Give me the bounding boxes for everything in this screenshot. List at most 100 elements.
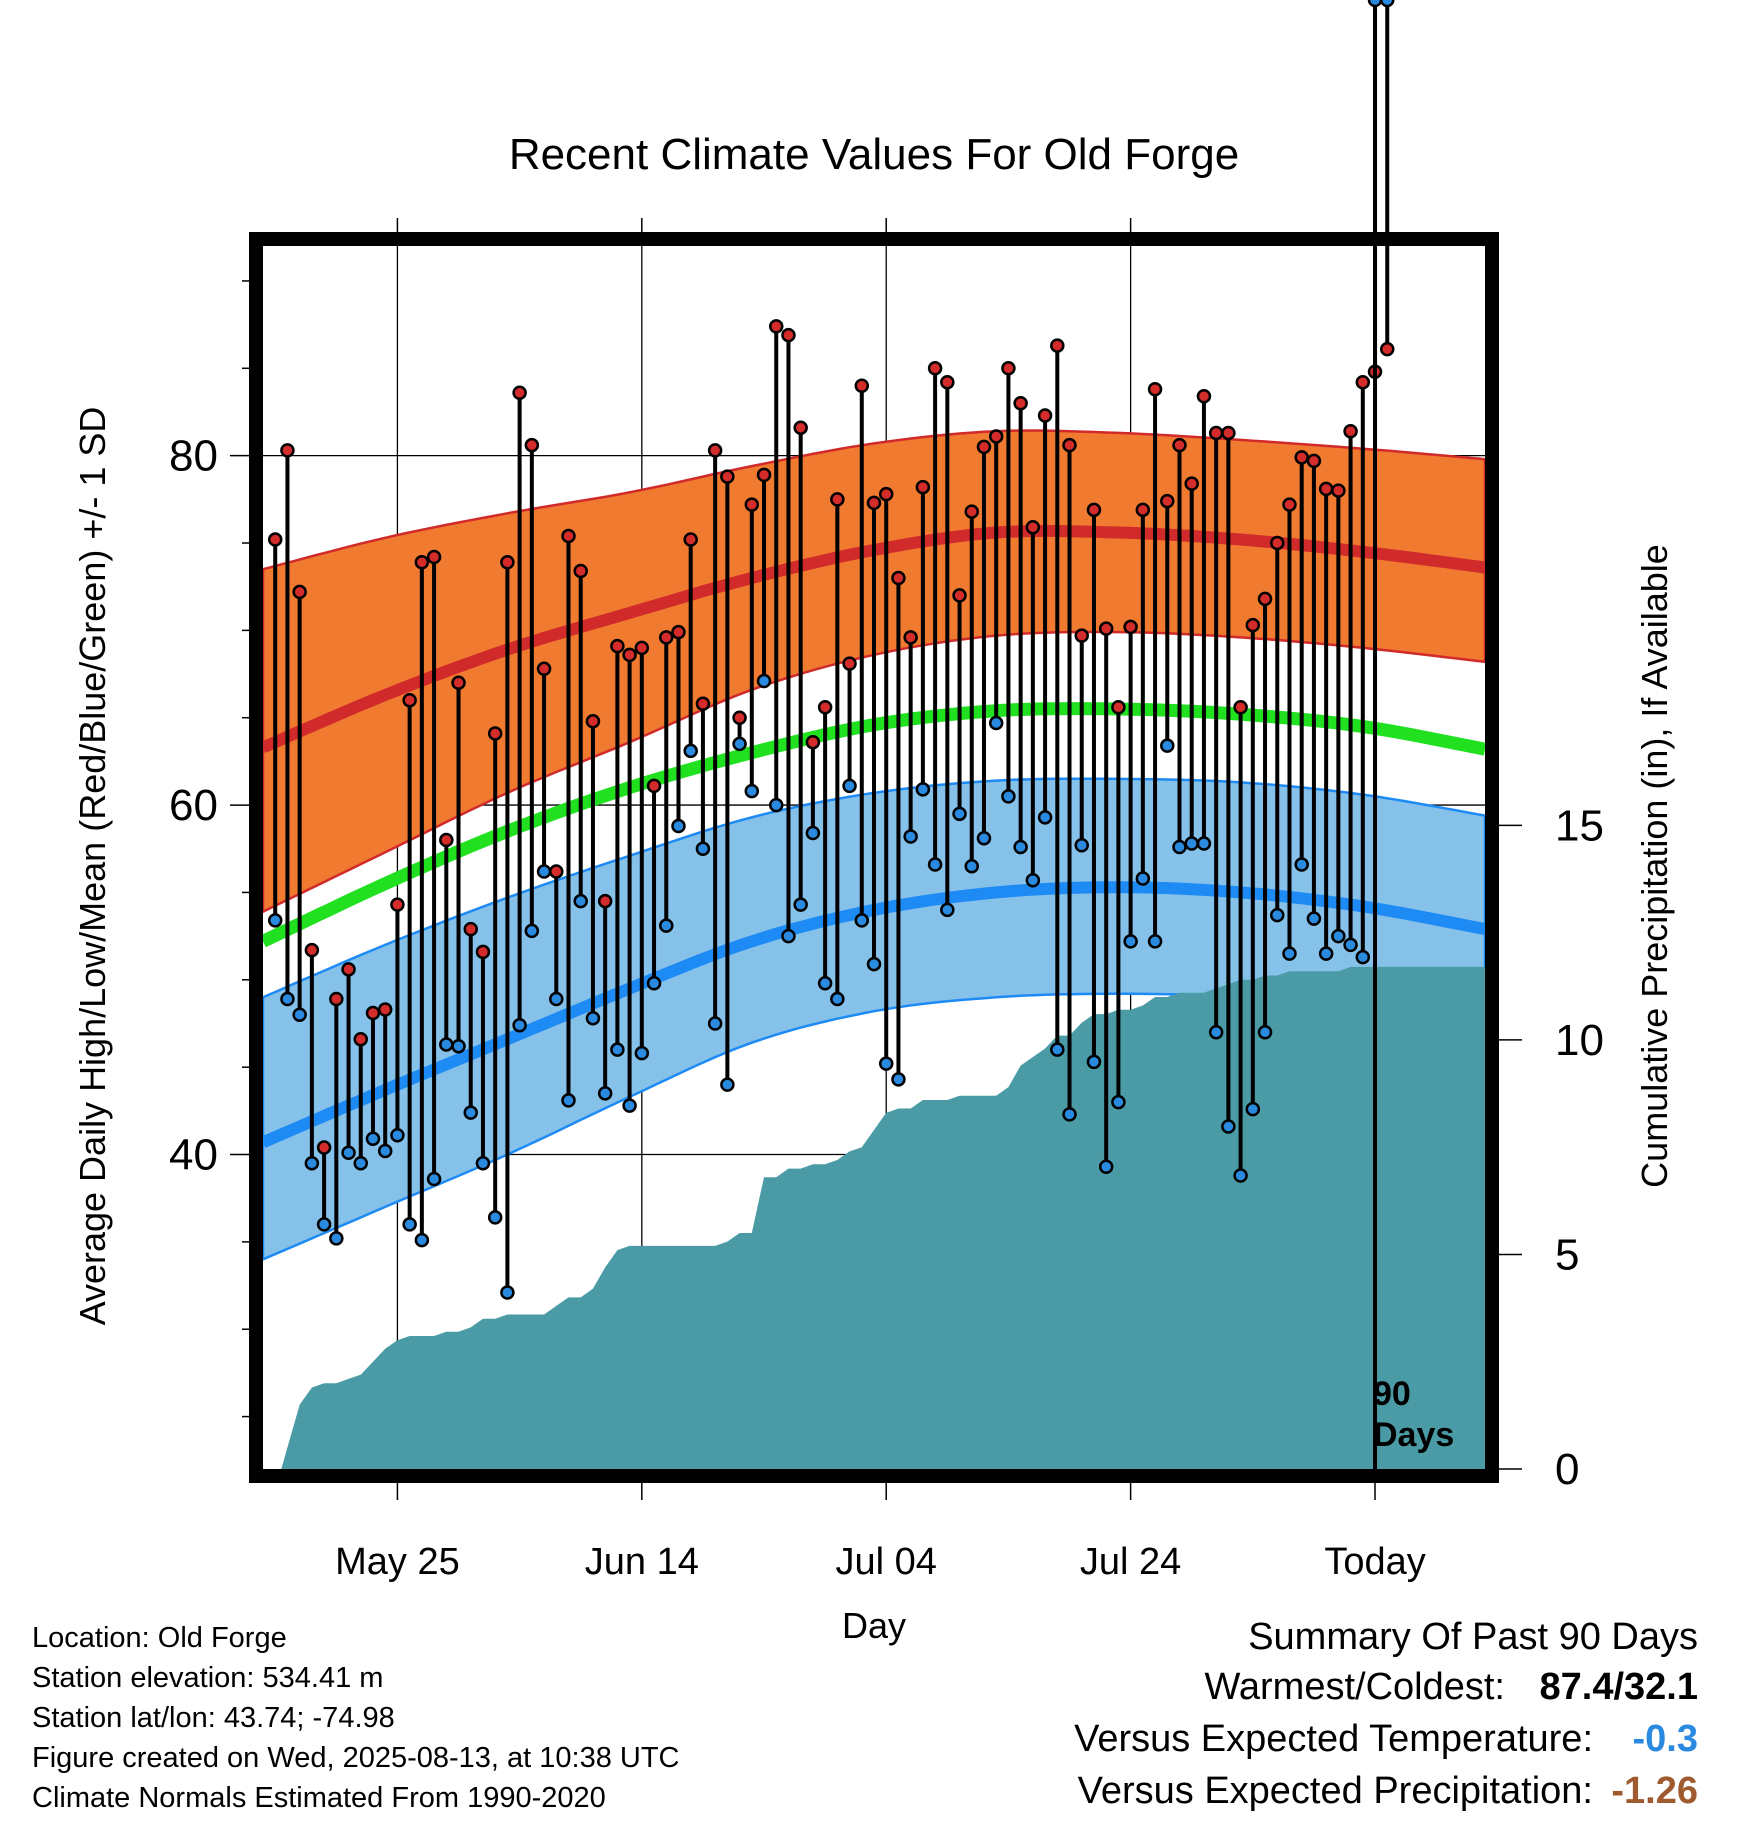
low-point <box>903 829 918 844</box>
days-label: 90 Days <box>1373 1374 1454 1456</box>
low-point <box>280 991 295 1007</box>
high-point <box>817 699 833 715</box>
low-point <box>329 1231 344 1246</box>
low-point <box>524 923 540 939</box>
x-tick-label: Jul 24 <box>1080 1541 1181 1583</box>
high-point <box>1074 628 1089 643</box>
high-point <box>744 497 760 512</box>
high-point <box>659 630 674 645</box>
high-point <box>549 864 564 879</box>
high-point <box>915 479 931 495</box>
high-point <box>781 327 796 343</box>
low-point <box>1196 836 1212 851</box>
high-point <box>463 921 478 937</box>
low-point <box>1013 839 1028 855</box>
low-point <box>842 778 857 794</box>
low-point <box>451 1038 466 1054</box>
high-point <box>866 495 882 511</box>
y2-tick-label: 15 <box>1555 801 1604 850</box>
low-point <box>304 1156 320 1171</box>
high-point <box>1221 425 1236 441</box>
low-point <box>720 1077 735 1092</box>
low-point <box>1331 928 1346 944</box>
high-point <box>805 734 821 750</box>
days-label-text: Days <box>1373 1415 1455 1454</box>
summary-temperature-value: -0.3 <box>1632 1718 1698 1760</box>
low-point <box>683 743 698 759</box>
low-point <box>1184 836 1199 851</box>
precipitation-area <box>281 966 1485 1469</box>
low-point <box>1257 1024 1273 1040</box>
low-point <box>500 1285 515 1300</box>
low-point <box>634 1045 650 1061</box>
high-point <box>1098 621 1114 636</box>
x-tick-label: Jul 04 <box>836 1541 937 1583</box>
low-point <box>744 783 760 799</box>
high-point <box>903 630 918 645</box>
high-point <box>316 1140 332 1155</box>
low-point <box>1160 738 1175 753</box>
high-point <box>952 588 967 603</box>
high-point <box>927 361 943 376</box>
high-point <box>402 693 417 708</box>
high-point <box>830 492 845 507</box>
y2-axis-label: Cumulative Precipitation (in), If Availa… <box>1634 544 1675 1188</box>
high-point <box>646 778 662 794</box>
low-point <box>439 1037 454 1052</box>
high-point <box>1343 423 1358 439</box>
high-point <box>512 385 527 401</box>
low-point <box>952 806 967 822</box>
low-point <box>316 1217 332 1232</box>
high-point <box>842 656 857 671</box>
y-tick-label: 60 <box>169 781 218 830</box>
summary-precipitation-value: -1.26 <box>1611 1770 1698 1812</box>
low-point <box>646 976 662 991</box>
low-point <box>671 818 686 834</box>
low-point <box>1208 1024 1224 1040</box>
low-point <box>915 782 931 797</box>
high-point <box>1208 425 1224 441</box>
y2-tick-label: 0 <box>1555 1445 1579 1494</box>
x-axis-label: Day <box>841 1605 907 1646</box>
high-point <box>707 443 723 458</box>
high-point <box>280 443 295 458</box>
high-point <box>1379 341 1395 357</box>
high-point <box>426 549 442 565</box>
low-point <box>805 825 821 841</box>
high-point <box>1196 389 1212 404</box>
low-point <box>878 1056 894 1071</box>
low-point <box>475 1156 491 1171</box>
low-point <box>1343 937 1358 953</box>
low-point <box>854 913 870 928</box>
low-point <box>1172 839 1187 855</box>
low-point <box>573 893 588 909</box>
high-point <box>1282 497 1297 512</box>
low-point <box>1221 1119 1236 1134</box>
high-point <box>1013 395 1028 411</box>
x-tick-label: May 25 <box>335 1541 460 1583</box>
y-tick-label: 80 <box>169 432 218 481</box>
high-point <box>976 439 992 455</box>
high-point <box>1001 361 1016 376</box>
high-point <box>329 991 344 1007</box>
low-point <box>365 1131 381 1147</box>
high-point <box>891 570 906 586</box>
high-point <box>377 1002 393 1017</box>
high-point <box>267 532 283 547</box>
high-point <box>988 429 1004 444</box>
low-point <box>1001 789 1016 804</box>
high-point <box>1050 338 1065 353</box>
low-point <box>940 902 955 918</box>
high-point <box>1123 619 1138 635</box>
high-point <box>940 375 955 390</box>
high-point <box>793 420 808 435</box>
x-tick-label: Jun 14 <box>585 1541 699 1583</box>
high-point <box>573 563 588 579</box>
low-point <box>866 956 882 972</box>
low-point <box>1245 1101 1261 1117</box>
high-point <box>1147 382 1163 397</box>
high-point <box>854 378 870 394</box>
high-point <box>720 469 735 484</box>
high-point <box>756 467 772 483</box>
high-point <box>634 640 650 656</box>
